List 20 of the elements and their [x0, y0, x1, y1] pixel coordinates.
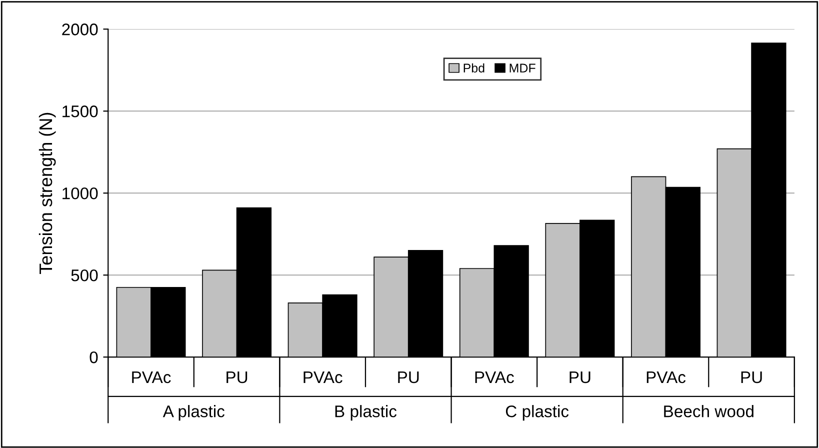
- y-axis-title: Tension strength (N): [38, 112, 56, 274]
- y-tick-label: 500: [71, 269, 98, 282]
- x-tick-label: PU: [570, 372, 590, 384]
- legend-label: Pbd: [464, 63, 484, 73]
- text: B plastic: [335, 405, 397, 421]
- x-tick-label: PU: [398, 372, 419, 384]
- x-tick-label: PVAc: [304, 372, 342, 384]
- legend-label: MDF: [510, 64, 536, 72]
- text: A plastic: [162, 405, 224, 421]
- x-tick-label: PU: [741, 372, 762, 384]
- x-tick-label: PU: [226, 372, 248, 384]
- y-tick-label: 1000: [62, 187, 98, 200]
- text: Beech wood: [664, 405, 754, 418]
- x-tick-label: PVAc: [132, 372, 171, 384]
- y-tick-label: 1500: [62, 106, 98, 118]
- x-tick-label: PVAc: [646, 372, 686, 384]
- y-tick-label: 2000: [62, 24, 98, 36]
- x-tick-label: PVAc: [475, 372, 514, 384]
- y-tick-label: 0: [90, 351, 98, 364]
- text: C plastic: [506, 405, 569, 421]
